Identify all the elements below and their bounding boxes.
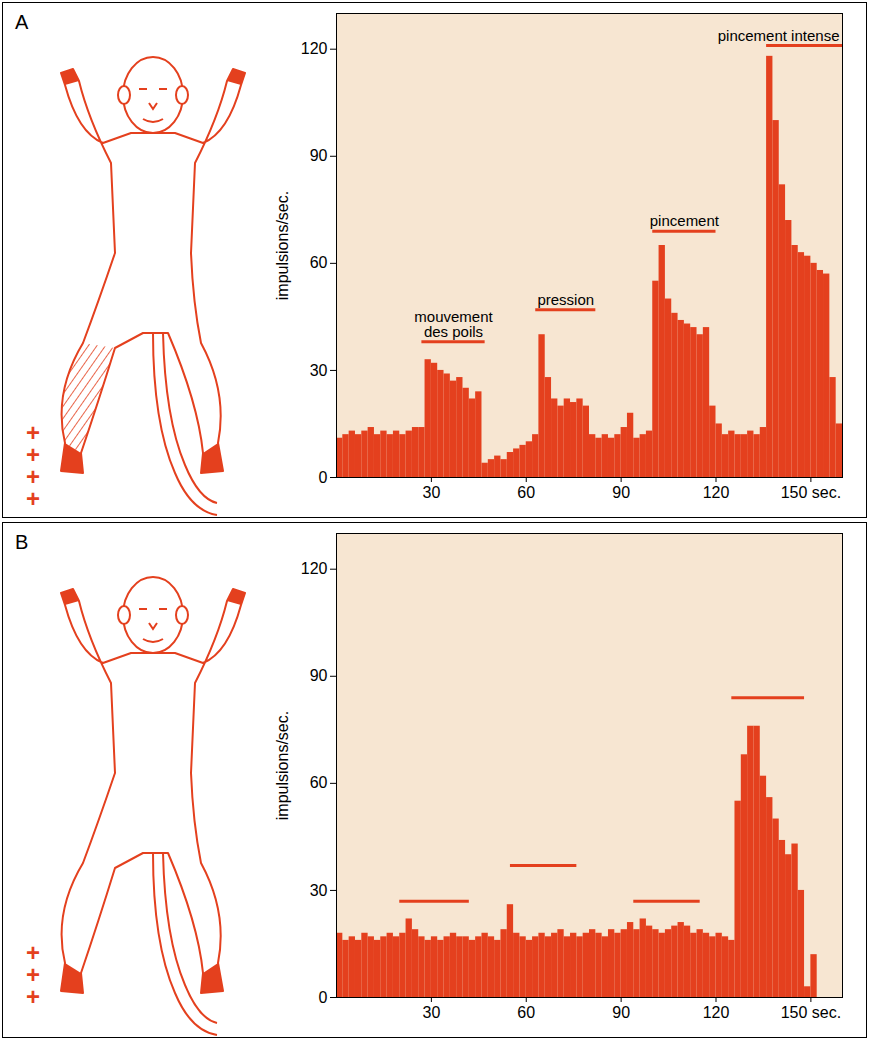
svg-text:30: 30: [422, 1004, 440, 1021]
svg-text:0: 0: [319, 469, 328, 486]
svg-text:150 sec.: 150 sec.: [781, 484, 841, 501]
svg-text:60: 60: [310, 774, 328, 791]
svg-text:impulsions/sec.: impulsions/sec.: [274, 191, 291, 300]
svg-text:120: 120: [703, 1004, 730, 1021]
svg-text:30: 30: [422, 484, 440, 501]
svg-text:0: 0: [319, 989, 328, 1006]
svg-text:+: +: [26, 485, 40, 512]
svg-text:pression: pression: [537, 291, 594, 308]
svg-text:90: 90: [310, 667, 328, 684]
svg-text:pincement: pincement: [650, 212, 720, 229]
svg-text:60: 60: [517, 484, 535, 501]
svg-text:150 sec.: 150 sec.: [781, 1004, 841, 1021]
svg-text:90: 90: [310, 147, 328, 164]
svg-text:30: 30: [310, 882, 328, 899]
svg-text:60: 60: [310, 254, 328, 271]
svg-text:90: 90: [612, 484, 630, 501]
svg-text:120: 120: [301, 560, 328, 577]
svg-text:B: B: [15, 531, 28, 553]
svg-text:impulsions/sec.: impulsions/sec.: [274, 711, 291, 820]
svg-text:A: A: [15, 11, 29, 33]
svg-text:60: 60: [517, 1004, 535, 1021]
svg-text:120: 120: [301, 40, 328, 57]
svg-text:90: 90: [612, 1004, 630, 1021]
svg-text:30: 30: [310, 362, 328, 379]
svg-text:120: 120: [703, 484, 730, 501]
svg-text:mouvementdes poils: mouvementdes poils: [414, 308, 493, 340]
svg-text:+: +: [26, 983, 40, 1010]
svg-text:pincement intense: pincement intense: [718, 27, 840, 44]
